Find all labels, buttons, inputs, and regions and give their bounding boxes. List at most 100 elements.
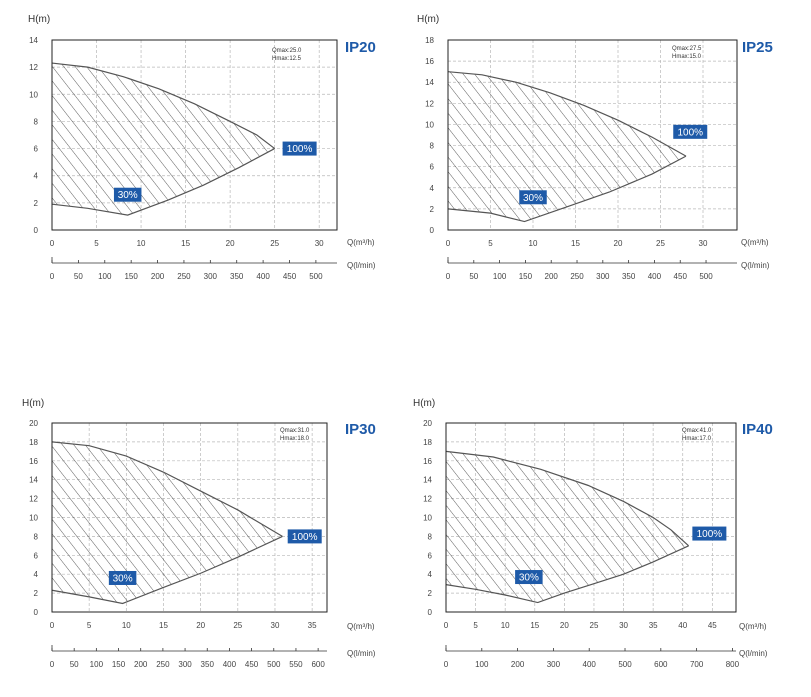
chart-ip40: 0 2 4 6 8 10 12 14 16 18 20 0 5 10 15 20 25 30 35 40 45 0 100 2… bbox=[405, 380, 811, 697]
x2-tick-label: 350 bbox=[230, 272, 244, 281]
x2-tick-label: 500 bbox=[267, 660, 281, 669]
spec-note: Hmax:18.0 bbox=[280, 436, 310, 442]
x-tick-label: 35 bbox=[308, 621, 317, 630]
x2-axis-label: Q(l/min) bbox=[739, 649, 768, 658]
curve-lower bbox=[445, 545, 689, 604]
x-tick-label: 15 bbox=[159, 621, 168, 630]
x2-tick-label: 350 bbox=[201, 660, 215, 669]
badge-label: 30% bbox=[113, 573, 133, 584]
x2-axis-label: Q(l/min) bbox=[347, 261, 376, 270]
x-axis-label: Q(m³/h) bbox=[347, 622, 375, 631]
x2-tick-label: 250 bbox=[156, 660, 170, 669]
x2-tick-label: 500 bbox=[699, 272, 713, 281]
curve-upper bbox=[51, 62, 276, 150]
curve-lower bbox=[51, 535, 283, 605]
x2-tick-label: 200 bbox=[151, 272, 165, 281]
y-tick-label: 4 bbox=[34, 172, 39, 181]
x-tick-label: 40 bbox=[678, 621, 687, 630]
plot-frame bbox=[447, 39, 738, 231]
badge-label: 30% bbox=[519, 573, 539, 584]
x2-tick-label: 450 bbox=[674, 272, 688, 281]
badge-box bbox=[673, 124, 708, 139]
y-tick-label: 12 bbox=[29, 495, 38, 504]
badge-label: 100% bbox=[292, 532, 318, 543]
y-axis-label: H(m) bbox=[22, 398, 44, 409]
x2-tick-label: 550 bbox=[289, 660, 303, 669]
x-tick-label: 0 bbox=[50, 621, 55, 630]
badge-box bbox=[108, 570, 137, 585]
chart-ip25: 0 2 4 6 8 10 12 14 16 18 0 5 10 15 20 25 30 0 50 100 150 200 2… bbox=[405, 0, 811, 300]
x2-tick-label: 600 bbox=[311, 660, 325, 669]
x2-tick-label: 50 bbox=[74, 272, 83, 281]
badge-box bbox=[515, 570, 543, 585]
x2-tick-label: 0 bbox=[50, 660, 55, 669]
model-title: IP25 bbox=[742, 39, 773, 56]
operating-region bbox=[446, 451, 689, 603]
operating-region bbox=[52, 63, 275, 216]
x-tick-label: 5 bbox=[87, 621, 92, 630]
x2-tick-label: 400 bbox=[648, 272, 662, 281]
y-tick-label: 6 bbox=[428, 551, 433, 560]
y-tick-label: 4 bbox=[430, 184, 435, 193]
x2-tick-label: 250 bbox=[570, 272, 584, 281]
x-tick-label: 5 bbox=[94, 239, 99, 248]
x2-tick-label: 300 bbox=[178, 660, 192, 669]
y-tick-label: 2 bbox=[34, 199, 39, 208]
curve-lower bbox=[447, 155, 687, 223]
x2-tick-label: 500 bbox=[618, 660, 632, 669]
badge-label: 30% bbox=[523, 193, 543, 204]
x-tick-label: 30 bbox=[271, 621, 280, 630]
x2-tick-label: 50 bbox=[469, 272, 478, 281]
y-tick-label: 12 bbox=[423, 495, 432, 504]
x-tick-label: 15 bbox=[181, 239, 190, 248]
y-tick-label: 14 bbox=[29, 476, 38, 485]
x2-tick-label: 300 bbox=[547, 660, 561, 669]
y-axis-label: H(m) bbox=[413, 398, 435, 409]
y-tick-label: 16 bbox=[423, 457, 432, 466]
x-tick-label: 30 bbox=[699, 239, 708, 248]
x2-tick-label: 400 bbox=[583, 660, 597, 669]
x-tick-label: 20 bbox=[226, 239, 235, 248]
x-tick-label: 0 bbox=[444, 621, 449, 630]
plot-frame bbox=[445, 422, 737, 613]
operating-region bbox=[448, 71, 686, 222]
x2-tick-label: 200 bbox=[511, 660, 525, 669]
spec-note: Hmax:17.0 bbox=[682, 436, 712, 442]
x-tick-label: 5 bbox=[488, 239, 493, 248]
x-tick-label: 20 bbox=[614, 239, 623, 248]
y-tick-label: 4 bbox=[34, 570, 39, 579]
plot-frame bbox=[51, 422, 328, 613]
x2-tick-label: 700 bbox=[690, 660, 704, 669]
spec-note: Qmax:27.5 bbox=[672, 46, 702, 52]
y-tick-label: 20 bbox=[423, 419, 432, 428]
x2-tick-label: 150 bbox=[112, 660, 126, 669]
x2-tick-label: 0 bbox=[446, 272, 451, 281]
y-tick-label: 18 bbox=[423, 438, 432, 447]
x2-axis-label: Q(l/min) bbox=[741, 261, 770, 270]
x-tick-label: 20 bbox=[560, 621, 569, 630]
x2-tick-label: 50 bbox=[70, 660, 79, 669]
badge-box bbox=[113, 187, 142, 202]
badge-box bbox=[282, 141, 317, 156]
x2-tick-label: 200 bbox=[134, 660, 148, 669]
y-tick-label: 0 bbox=[34, 226, 39, 235]
x2-tick-label: 100 bbox=[98, 272, 112, 281]
x2-tick-label: 350 bbox=[622, 272, 636, 281]
x2-tick-label: 100 bbox=[493, 272, 507, 281]
x2-tick-label: 400 bbox=[223, 660, 237, 669]
badge-label: 100% bbox=[697, 529, 723, 540]
y-tick-label: 6 bbox=[34, 145, 39, 154]
y-tick-label: 8 bbox=[34, 532, 39, 541]
badge-label: 100% bbox=[677, 127, 703, 138]
x2-tick-label: 200 bbox=[545, 272, 559, 281]
y-tick-label: 4 bbox=[428, 570, 433, 579]
badge-box bbox=[287, 529, 322, 544]
y-tick-label: 10 bbox=[423, 514, 432, 523]
x2-tick-label: 150 bbox=[124, 272, 138, 281]
x-tick-label: 30 bbox=[315, 239, 324, 248]
x-tick-label: 35 bbox=[649, 621, 658, 630]
y-tick-label: 18 bbox=[425, 36, 434, 45]
x-axis-label: Q(m³/h) bbox=[739, 622, 767, 631]
